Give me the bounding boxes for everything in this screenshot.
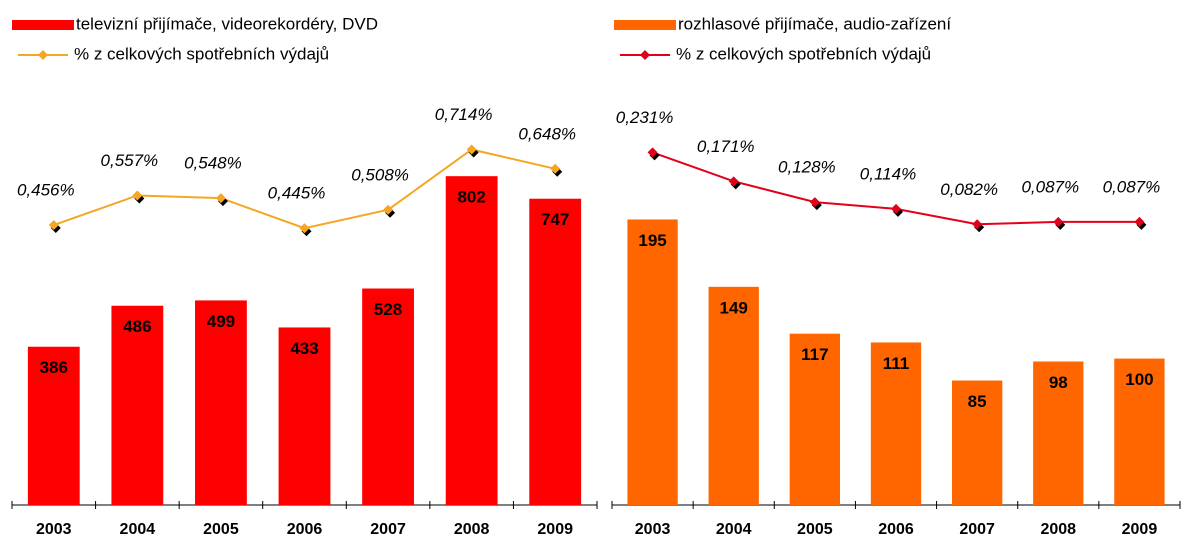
marker xyxy=(1053,216,1064,227)
x-tick-label: 2005 xyxy=(203,521,239,538)
x-tick-label: 2007 xyxy=(370,521,406,538)
bar xyxy=(529,198,582,506)
x-tick-label: 2003 xyxy=(635,521,671,538)
legend-swatch xyxy=(614,20,676,30)
data-label: 195 xyxy=(638,231,666,250)
legend-swatch xyxy=(12,20,74,30)
x-tick-label: 2006 xyxy=(878,521,914,538)
legend-marker xyxy=(38,50,48,60)
x-tick-label: 2004 xyxy=(716,521,752,538)
marker xyxy=(48,220,59,231)
data-label: 149 xyxy=(720,298,748,317)
bar xyxy=(1033,361,1084,505)
x-tick-label: 2008 xyxy=(1040,521,1076,538)
bar xyxy=(708,286,759,505)
bar xyxy=(1114,358,1165,505)
data-label: 0,714% xyxy=(435,105,493,124)
data-label: 386 xyxy=(40,358,68,377)
marker xyxy=(215,193,226,204)
x-tick-label: 2007 xyxy=(959,521,995,538)
bar xyxy=(789,333,841,505)
bar xyxy=(362,288,414,505)
data-label: 528 xyxy=(374,300,402,319)
marker xyxy=(728,176,739,187)
data-label: 0,171% xyxy=(697,137,755,156)
marker xyxy=(972,219,983,230)
marker xyxy=(132,190,143,201)
data-label: 98 xyxy=(1049,373,1068,392)
x-tick-label: 2005 xyxy=(797,521,833,538)
bar xyxy=(951,380,1003,505)
data-label: 0,087% xyxy=(1021,177,1079,196)
data-label: 0,082% xyxy=(940,180,998,199)
data-label: 747 xyxy=(541,210,569,229)
bar xyxy=(627,219,678,505)
data-label: 0,114% xyxy=(860,164,916,183)
data-label: 486 xyxy=(123,317,151,336)
data-label: 0,456% xyxy=(17,181,75,200)
marker xyxy=(383,204,394,215)
x-tick-label: 2003 xyxy=(36,521,72,538)
data-label: 0,128% xyxy=(778,158,836,177)
x-tick-label: 2004 xyxy=(120,521,156,538)
bar xyxy=(870,342,922,505)
data-label: 117 xyxy=(801,345,828,364)
data-label: 85 xyxy=(968,392,987,411)
marker xyxy=(647,147,658,158)
data-label: 0,231% xyxy=(616,108,674,127)
legend-label: % z celkových spotřebních výdajů xyxy=(676,44,931,63)
marker xyxy=(550,163,561,174)
data-label: 0,648% xyxy=(518,124,576,143)
marker xyxy=(1134,216,1145,227)
marker xyxy=(891,203,901,214)
legend-label: % z celkových spotřebních výdajů xyxy=(74,44,329,63)
x-tick-label: 2009 xyxy=(1122,521,1158,538)
legend-label: televizní přijímače, videorekordéry, DVD xyxy=(76,14,378,33)
x-tick-label: 2009 xyxy=(537,521,573,538)
data-label: 0,087% xyxy=(1103,177,1161,196)
data-label: 100 xyxy=(1125,370,1153,389)
data-label: 111 xyxy=(883,354,910,373)
marker xyxy=(299,223,310,234)
bar xyxy=(445,176,498,505)
x-tick-label: 2006 xyxy=(287,521,323,538)
bar xyxy=(27,346,80,505)
legend-label: rozhlasové přijímače, audio-zařízení xyxy=(678,14,951,33)
legend-marker xyxy=(640,50,650,60)
data-label: 0,548% xyxy=(184,154,242,173)
data-label: 802 xyxy=(457,188,485,207)
marker xyxy=(809,197,820,208)
bar xyxy=(111,305,164,505)
data-label: 0,508% xyxy=(351,165,409,184)
data-label: 433 xyxy=(290,339,318,358)
bar xyxy=(278,327,331,505)
bar xyxy=(195,300,247,505)
x-tick-label: 2008 xyxy=(454,521,490,538)
data-label: 0,445% xyxy=(268,184,326,203)
data-label: 499 xyxy=(207,312,235,331)
data-label: 0,557% xyxy=(101,151,159,170)
marker xyxy=(466,144,477,155)
